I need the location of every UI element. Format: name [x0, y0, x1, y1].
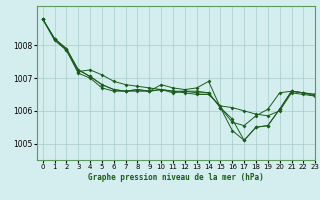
X-axis label: Graphe pression niveau de la mer (hPa): Graphe pression niveau de la mer (hPa) — [88, 173, 264, 182]
